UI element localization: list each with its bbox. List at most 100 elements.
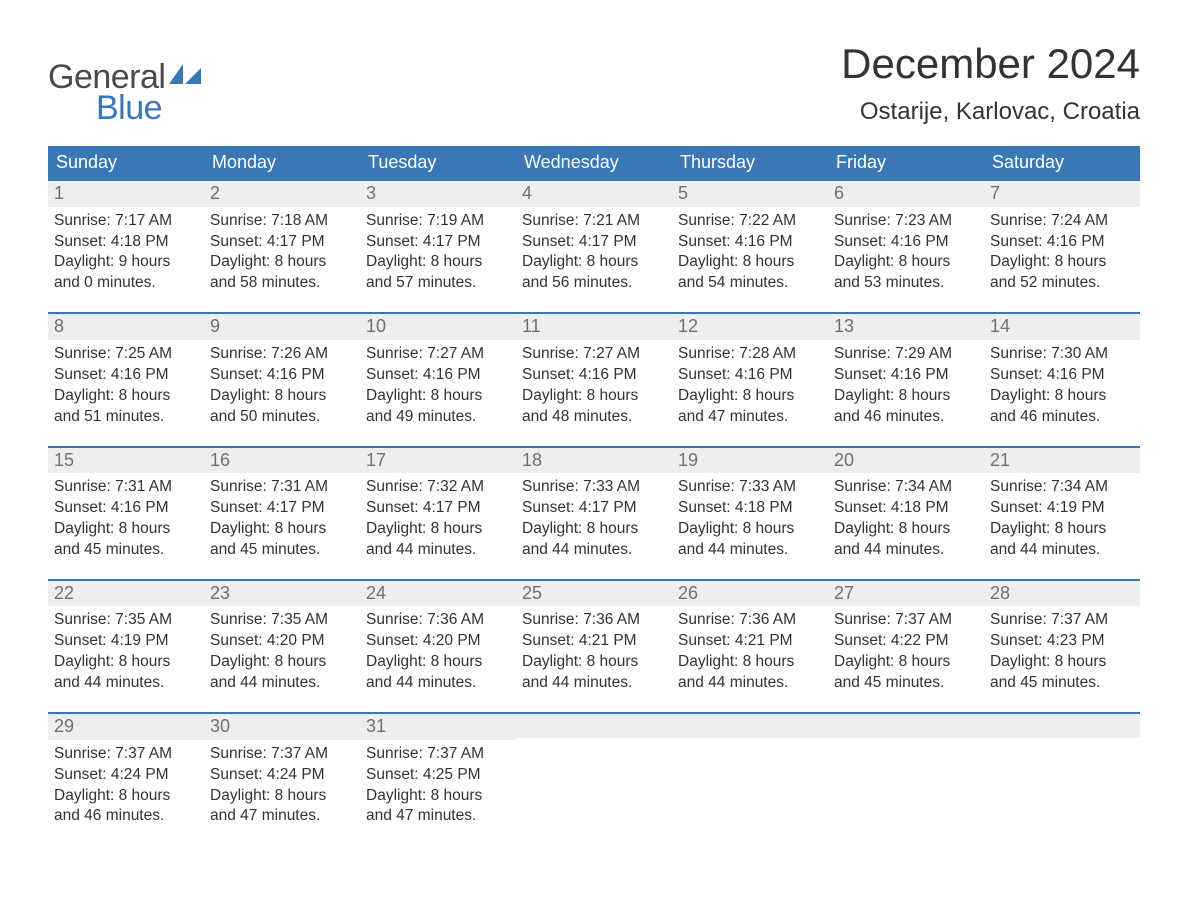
dl2-text: and 44 minutes. [54, 673, 198, 694]
day-body: Sunrise: 7:19 AMSunset: 4:17 PMDaylight:… [360, 207, 516, 297]
day-cell: 7Sunrise: 7:24 AMSunset: 4:16 PMDaylight… [984, 179, 1140, 296]
day-cell: 11Sunrise: 7:27 AMSunset: 4:16 PMDayligh… [516, 312, 672, 429]
day-number: 9 [204, 314, 360, 340]
day-number: 6 [828, 181, 984, 207]
dl2-text: and 46 minutes. [834, 407, 978, 428]
sunset-text: Sunset: 4:16 PM [990, 232, 1134, 253]
sunrise-text: Sunrise: 7:31 AM [54, 477, 198, 498]
day-cell: 2Sunrise: 7:18 AMSunset: 4:17 PMDaylight… [204, 179, 360, 296]
dl2-text: and 45 minutes. [834, 673, 978, 694]
dl1-text: Daylight: 8 hours [990, 652, 1134, 673]
sunset-text: Sunset: 4:25 PM [366, 765, 510, 786]
sunrise-text: Sunrise: 7:17 AM [54, 211, 198, 232]
sunset-text: Sunset: 4:17 PM [210, 498, 354, 519]
day-number: 30 [204, 714, 360, 740]
sunset-text: Sunset: 4:22 PM [834, 631, 978, 652]
dl1-text: Daylight: 8 hours [54, 519, 198, 540]
sunrise-text: Sunrise: 7:36 AM [366, 610, 510, 631]
day-header-row: Sunday Monday Tuesday Wednesday Thursday… [48, 146, 1140, 179]
sunset-text: Sunset: 4:23 PM [990, 631, 1134, 652]
day-body: Sunrise: 7:27 AMSunset: 4:16 PMDaylight:… [516, 340, 672, 430]
sunset-text: Sunset: 4:24 PM [210, 765, 354, 786]
day-body: Sunrise: 7:37 AMSunset: 4:22 PMDaylight:… [828, 606, 984, 696]
day-cell [984, 712, 1140, 829]
daynum-row: 14 [984, 312, 1140, 340]
day-body: Sunrise: 7:34 AMSunset: 4:19 PMDaylight:… [984, 473, 1140, 563]
week-row: 8Sunrise: 7:25 AMSunset: 4:16 PMDaylight… [48, 312, 1140, 429]
dl1-text: Daylight: 8 hours [678, 519, 822, 540]
sunset-text: Sunset: 4:17 PM [366, 232, 510, 253]
day-cell: 16Sunrise: 7:31 AMSunset: 4:17 PMDayligh… [204, 446, 360, 563]
dl1-text: Daylight: 8 hours [834, 519, 978, 540]
daynum-row: 26 [672, 579, 828, 607]
day-cell [672, 712, 828, 829]
day-body: Sunrise: 7:35 AMSunset: 4:19 PMDaylight:… [48, 606, 204, 696]
day-number: 31 [360, 714, 516, 740]
daynum-row: 13 [828, 312, 984, 340]
dl2-text: and 44 minutes. [366, 673, 510, 694]
sunset-text: Sunset: 4:16 PM [54, 365, 198, 386]
day-header: Thursday [672, 146, 828, 179]
day-cell: 17Sunrise: 7:32 AMSunset: 4:17 PMDayligh… [360, 446, 516, 563]
daynum-row [672, 712, 828, 738]
dl1-text: Daylight: 8 hours [210, 252, 354, 273]
day-number: 1 [48, 181, 204, 207]
day-body: Sunrise: 7:37 AMSunset: 4:24 PMDaylight:… [204, 740, 360, 830]
day-cell: 21Sunrise: 7:34 AMSunset: 4:19 PMDayligh… [984, 446, 1140, 563]
day-number: 19 [672, 448, 828, 474]
logo-sail-icon [169, 64, 205, 93]
day-body: Sunrise: 7:33 AMSunset: 4:18 PMDaylight:… [672, 473, 828, 563]
sunrise-text: Sunrise: 7:37 AM [990, 610, 1134, 631]
day-cell: 26Sunrise: 7:36 AMSunset: 4:21 PMDayligh… [672, 579, 828, 696]
day-number: 15 [48, 448, 204, 474]
day-number: 5 [672, 181, 828, 207]
sunrise-text: Sunrise: 7:35 AM [210, 610, 354, 631]
day-number: 12 [672, 314, 828, 340]
daynum-row: 29 [48, 712, 204, 740]
day-number: 18 [516, 448, 672, 474]
daynum-row: 20 [828, 446, 984, 474]
day-cell: 13Sunrise: 7:29 AMSunset: 4:16 PMDayligh… [828, 312, 984, 429]
dl1-text: Daylight: 8 hours [54, 786, 198, 807]
dl2-text: and 51 minutes. [54, 407, 198, 428]
daynum-row: 15 [48, 446, 204, 474]
sunset-text: Sunset: 4:16 PM [834, 365, 978, 386]
sunset-text: Sunset: 4:16 PM [678, 232, 822, 253]
day-number: 16 [204, 448, 360, 474]
dl2-text: and 46 minutes. [54, 806, 198, 827]
daynum-row: 28 [984, 579, 1140, 607]
sunrise-text: Sunrise: 7:37 AM [54, 744, 198, 765]
dl1-text: Daylight: 8 hours [834, 252, 978, 273]
day-cell: 1Sunrise: 7:17 AMSunset: 4:18 PMDaylight… [48, 179, 204, 296]
week-row: 1Sunrise: 7:17 AMSunset: 4:18 PMDaylight… [48, 179, 1140, 296]
dl2-text: and 56 minutes. [522, 273, 666, 294]
sunrise-text: Sunrise: 7:36 AM [522, 610, 666, 631]
day-body: Sunrise: 7:31 AMSunset: 4:16 PMDaylight:… [48, 473, 204, 563]
daynum-row: 7 [984, 179, 1140, 207]
dl2-text: and 47 minutes. [366, 806, 510, 827]
dl2-text: and 44 minutes. [522, 540, 666, 561]
daynum-row: 4 [516, 179, 672, 207]
dl2-text: and 44 minutes. [210, 673, 354, 694]
daynum-row: 23 [204, 579, 360, 607]
day-number: 3 [360, 181, 516, 207]
day-body: Sunrise: 7:32 AMSunset: 4:17 PMDaylight:… [360, 473, 516, 563]
day-body: Sunrise: 7:29 AMSunset: 4:16 PMDaylight:… [828, 340, 984, 430]
dl2-text: and 50 minutes. [210, 407, 354, 428]
sunrise-text: Sunrise: 7:29 AM [834, 344, 978, 365]
sunset-text: Sunset: 4:16 PM [678, 365, 822, 386]
day-body: Sunrise: 7:37 AMSunset: 4:24 PMDaylight:… [48, 740, 204, 830]
daynum-row: 8 [48, 312, 204, 340]
daynum-row: 21 [984, 446, 1140, 474]
dl2-text: and 47 minutes. [210, 806, 354, 827]
dl1-text: Daylight: 8 hours [990, 519, 1134, 540]
month-title: December 2024 [841, 40, 1140, 88]
day-body: Sunrise: 7:31 AMSunset: 4:17 PMDaylight:… [204, 473, 360, 563]
sunset-text: Sunset: 4:16 PM [210, 365, 354, 386]
sunset-text: Sunset: 4:17 PM [522, 498, 666, 519]
sunrise-text: Sunrise: 7:23 AM [834, 211, 978, 232]
day-number: 23 [204, 581, 360, 607]
sunrise-text: Sunrise: 7:33 AM [522, 477, 666, 498]
sunset-text: Sunset: 4:18 PM [678, 498, 822, 519]
day-body: Sunrise: 7:28 AMSunset: 4:16 PMDaylight:… [672, 340, 828, 430]
